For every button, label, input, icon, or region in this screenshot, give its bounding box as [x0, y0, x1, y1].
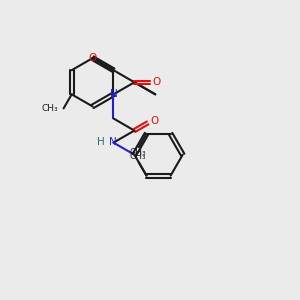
- Text: CH₃: CH₃: [129, 152, 146, 161]
- Text: O: O: [88, 53, 97, 63]
- Text: H: H: [97, 137, 105, 147]
- Text: CH₃: CH₃: [129, 148, 146, 157]
- Text: N: N: [109, 137, 117, 147]
- Text: O: O: [152, 77, 160, 87]
- Text: N: N: [110, 89, 117, 99]
- Text: CH₃: CH₃: [42, 104, 58, 113]
- Text: O: O: [150, 116, 158, 126]
